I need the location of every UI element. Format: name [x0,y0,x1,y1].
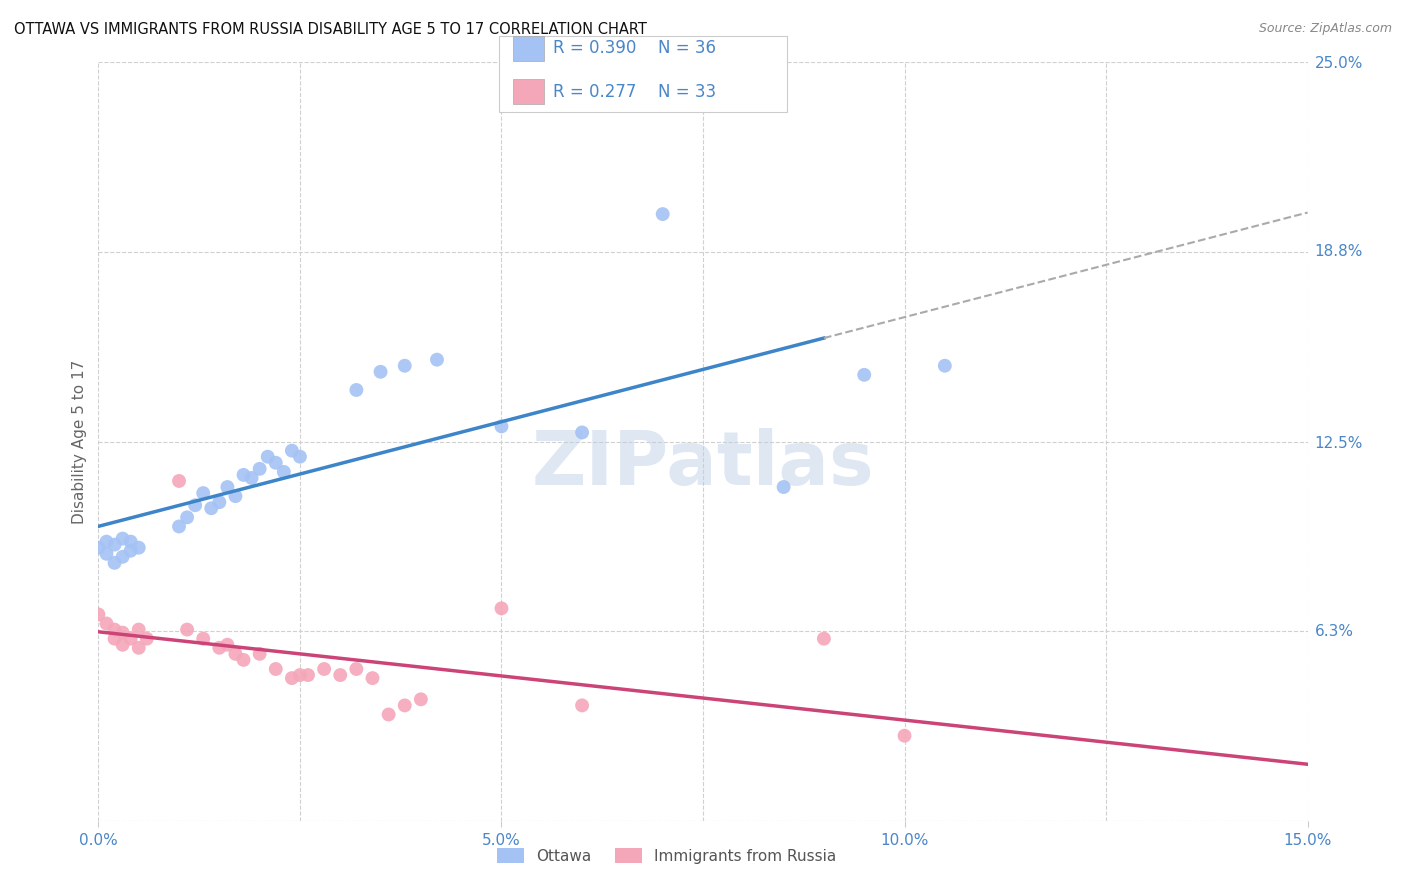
Point [128,640,150,655]
Point [264,662,287,676]
Point [377,707,399,722]
Point [111,638,134,652]
Point [772,480,794,494]
Point [103,556,125,570]
Text: R = 0.277: R = 0.277 [553,83,636,101]
Text: N = 33: N = 33 [658,83,716,101]
Point [111,532,134,546]
Point [128,541,150,555]
Point [256,450,278,464]
Y-axis label: Disability Age 5 to 17: Disability Age 5 to 17 [72,359,87,524]
Point [571,425,593,440]
Text: OTTAWA VS IMMIGRANTS FROM RUSSIA DISABILITY AGE 5 TO 17 CORRELATION CHART: OTTAWA VS IMMIGRANTS FROM RUSSIA DISABIL… [14,22,647,37]
Point [344,662,367,676]
Point [193,486,215,500]
Point [426,352,449,367]
Point [232,467,254,482]
Point [273,465,295,479]
Point [491,601,513,615]
Point [288,668,311,682]
Point [103,632,125,646]
Text: R = 0.390: R = 0.390 [553,39,636,57]
Point [853,368,876,382]
Point [167,474,190,488]
Point [409,692,432,706]
Text: ZIPatlas: ZIPatlas [531,428,875,500]
Point [217,638,239,652]
Point [329,668,352,682]
Text: Source: ZipAtlas.com: Source: ZipAtlas.com [1258,22,1392,36]
Point [111,549,134,564]
Point [314,662,336,676]
Point [87,541,110,555]
Point [224,647,246,661]
Text: N = 36: N = 36 [658,39,716,57]
Point [264,456,287,470]
Point [370,365,392,379]
Point [176,510,198,524]
Point [135,632,157,646]
Point [217,480,239,494]
Point [184,498,207,512]
Point [120,543,142,558]
Point [281,671,304,685]
Point [288,450,311,464]
Point [394,698,416,713]
Point [87,607,110,622]
Point [111,625,134,640]
Point [224,489,246,503]
Legend: Ottawa, Immigrants from Russia: Ottawa, Immigrants from Russia [491,842,842,870]
Point [651,207,673,221]
Point [167,519,190,533]
Point [232,653,254,667]
Point [200,501,222,516]
Point [96,547,118,561]
Point [297,668,319,682]
Point [208,495,231,509]
Point [571,698,593,713]
Point [394,359,416,373]
Point [103,538,125,552]
Point [281,443,304,458]
Point [934,359,956,373]
Point [120,632,142,646]
Point [193,632,215,646]
Point [96,534,118,549]
Point [120,534,142,549]
Point [103,623,125,637]
Point [491,419,513,434]
Point [249,462,271,476]
Point [208,640,231,655]
Point [240,471,263,485]
Point [893,729,915,743]
Point [96,616,118,631]
Point [176,623,198,637]
Point [128,623,150,637]
Point [361,671,384,685]
Point [813,632,835,646]
Point [249,647,271,661]
Point [344,383,367,397]
